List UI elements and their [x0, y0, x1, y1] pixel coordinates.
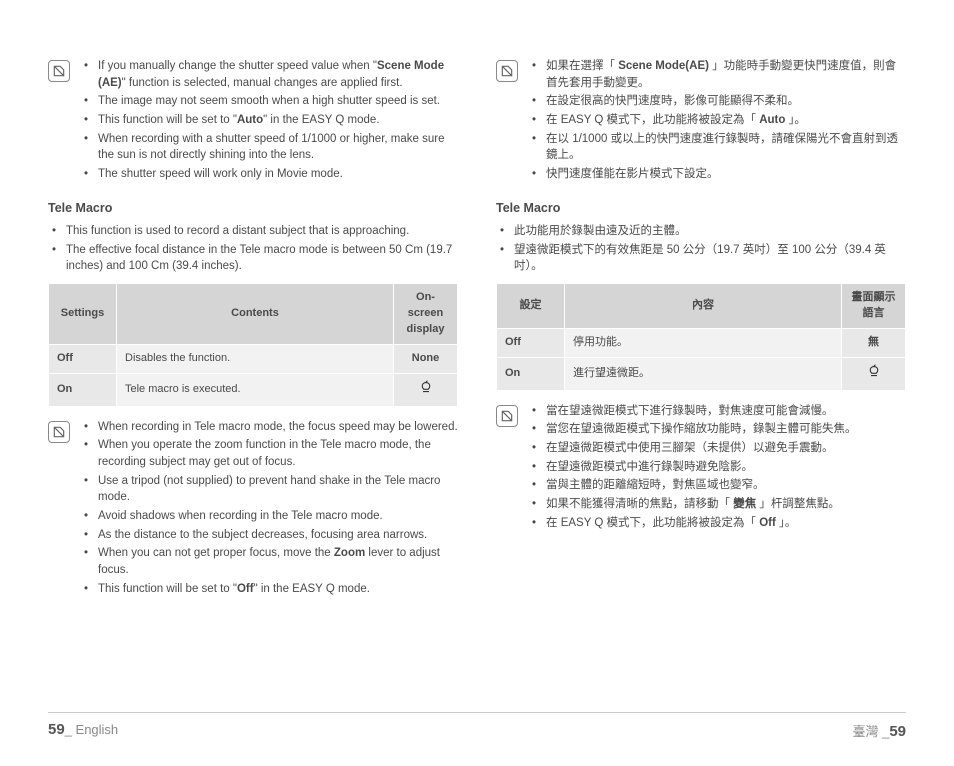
list-item: When recording with a shutter speed of 1… [80, 131, 458, 164]
list-item: 當與主體的距離縮短時，對焦區域也變窄。 [528, 477, 906, 494]
table-cell: On [497, 357, 565, 390]
table-cell: 進行望遠微距。 [565, 357, 842, 390]
page-number-right: 59 [889, 723, 906, 740]
table-cell: Tele macro is executed. [117, 373, 394, 406]
list-item: This function is used to record a distan… [48, 223, 458, 240]
right-column: 如果在選擇「 Scene Mode(AE) 」功能時手動變更快門速度值，則會首先… [496, 58, 906, 613]
settings-table: SettingsContentsOn-screen displayOffDisa… [48, 283, 458, 407]
page-footer: 59_ English 臺灣 _59 [48, 712, 906, 740]
table-cell: Disables the function. [117, 344, 394, 373]
list-item: 望遠微距模式下的有效焦距是 50 公分（19.7 英吋）至 100 公分（39.… [496, 242, 906, 275]
list-item: When recording in Tele macro mode, the f… [80, 419, 458, 436]
settings-table: 設定內容畫面顯示語言Off停用功能。無On進行望遠微距。 [496, 283, 906, 391]
table-row: Off停用功能。無 [497, 328, 906, 357]
note-list-2: When recording in Tele macro mode, the f… [80, 419, 458, 600]
intro-list: This function is used to record a distan… [48, 223, 458, 275]
note-icon [496, 60, 518, 82]
section-title: Tele Macro [496, 199, 906, 217]
section-title: Tele Macro [48, 199, 458, 217]
list-item: The effective focal distance in the Tele… [48, 242, 458, 275]
list-item: Use a tripod (not supplied) to prevent h… [80, 473, 458, 506]
list-item: This function will be set to "Off" in th… [80, 581, 458, 598]
table-cell: On [49, 373, 117, 406]
note-icon [496, 405, 518, 427]
page-number-left: 59 [48, 721, 65, 738]
table-header: Contents [117, 283, 394, 344]
list-item: 在 EASY Q 模式下，此功能將被設定為「 Auto 」。 [528, 112, 906, 129]
intro-list: 此功能用於錄製由遠及近的主體。望遠微距模式下的有效焦距是 50 公分（19.7 … [496, 223, 906, 275]
table-header: 內容 [565, 283, 842, 328]
table-row: OffDisables the function.None [49, 344, 458, 373]
table-row: OnTele macro is executed. [49, 373, 458, 406]
list-item: 在望遠微距模式中進行錄製時避免陰影。 [528, 459, 906, 476]
note-list-2: 當在望遠微距模式下進行錄製時，對焦速度可能會減慢。當您在望遠微距模式下操作縮放功… [528, 403, 906, 534]
page-label-left: _ English [65, 722, 118, 737]
list-item: This function will be set to "Auto" in t… [80, 112, 458, 129]
list-item: 在設定很高的快門速度時，影像可能顯得不柔和。 [528, 93, 906, 110]
note-icon [48, 421, 70, 443]
table-cell: 無 [842, 328, 906, 357]
page-label-right: 臺灣 _ [852, 724, 889, 739]
table-row: On進行望遠微距。 [497, 357, 906, 390]
list-item: 在 EASY Q 模式下，此功能將被設定為「 Off 」。 [528, 515, 906, 532]
table-cell [394, 373, 458, 406]
list-item: 快門速度僅能在影片模式下設定。 [528, 166, 906, 183]
list-item: When you operate the zoom function in th… [80, 437, 458, 470]
list-item: 如果在選擇「 Scene Mode(AE) 」功能時手動變更快門速度值，則會首先… [528, 58, 906, 91]
table-header: 設定 [497, 283, 565, 328]
list-item: As the distance to the subject decreases… [80, 527, 458, 544]
table-header: On-screen display [394, 283, 458, 344]
note-icon [48, 60, 70, 82]
list-item: 如果不能獲得清晰的焦點，請移動「 變焦 」杆調整焦點。 [528, 496, 906, 513]
list-item: The shutter speed will work only in Movi… [80, 166, 458, 183]
list-item: 此功能用於錄製由遠及近的主體。 [496, 223, 906, 240]
table-cell: Off [49, 344, 117, 373]
list-item: 當在望遠微距模式下進行錄製時，對焦速度可能會減慢。 [528, 403, 906, 420]
table-cell [842, 357, 906, 390]
table-header: 畫面顯示語言 [842, 283, 906, 328]
left-column: If you manually change the shutter speed… [48, 58, 458, 613]
table-cell: None [394, 344, 458, 373]
list-item: If you manually change the shutter speed… [80, 58, 458, 91]
note-list-1: 如果在選擇「 Scene Mode(AE) 」功能時手動變更快門速度值，則會首先… [528, 58, 906, 185]
list-item: 在以 1/1000 或以上的快門速度進行錄製時，請確保陽光不會直射到透鏡上。 [528, 131, 906, 164]
note-list-1: If you manually change the shutter speed… [80, 58, 458, 185]
list-item: Avoid shadows when recording in the Tele… [80, 508, 458, 525]
table-cell: 停用功能。 [565, 328, 842, 357]
list-item: The image may not seem smooth when a hig… [80, 93, 458, 110]
list-item: When you can not get proper focus, move … [80, 545, 458, 578]
list-item: 當您在望遠微距模式下操作縮放功能時，錄製主體可能失焦。 [528, 421, 906, 438]
table-cell: Off [497, 328, 565, 357]
table-header: Settings [49, 283, 117, 344]
list-item: 在望遠微距模式中使用三腳架（未提供）以避免手震動。 [528, 440, 906, 457]
